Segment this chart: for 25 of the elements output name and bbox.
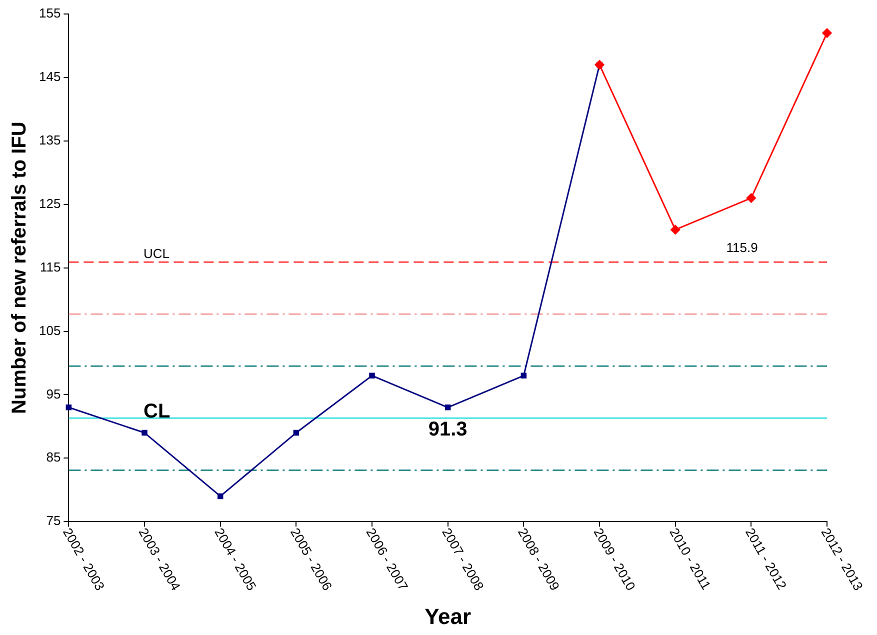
y-tick-label: 125: [38, 196, 61, 211]
y-tick-label: 105: [38, 322, 61, 338]
point: [444, 404, 451, 410]
point: [66, 404, 72, 410]
point: [369, 372, 375, 379]
point: [822, 28, 832, 38]
ref-line-label: UCL: [144, 246, 170, 262]
point: [293, 430, 300, 436]
point: [670, 224, 680, 234]
y-axis-title: Number of new referrals to IFU: [8, 122, 31, 414]
point: [217, 493, 224, 500]
ref-line-label: CL: [144, 400, 170, 423]
y-tick-label: 135: [38, 132, 61, 148]
point: [520, 372, 527, 379]
y-tick-label: 155: [38, 6, 61, 21]
y-tick-label: 75: [46, 513, 61, 528]
point: [142, 430, 148, 436]
y-tick-label: 145: [38, 69, 61, 84]
y-tick-label: 115: [40, 259, 61, 274]
y-tick-label: 85: [46, 450, 61, 465]
x-axis-title: Year: [424, 604, 472, 629]
point: [746, 193, 756, 203]
annotation: 91.3: [428, 418, 468, 441]
y-tick-label: 95: [46, 386, 61, 402]
annotation: 115.9: [726, 240, 758, 256]
